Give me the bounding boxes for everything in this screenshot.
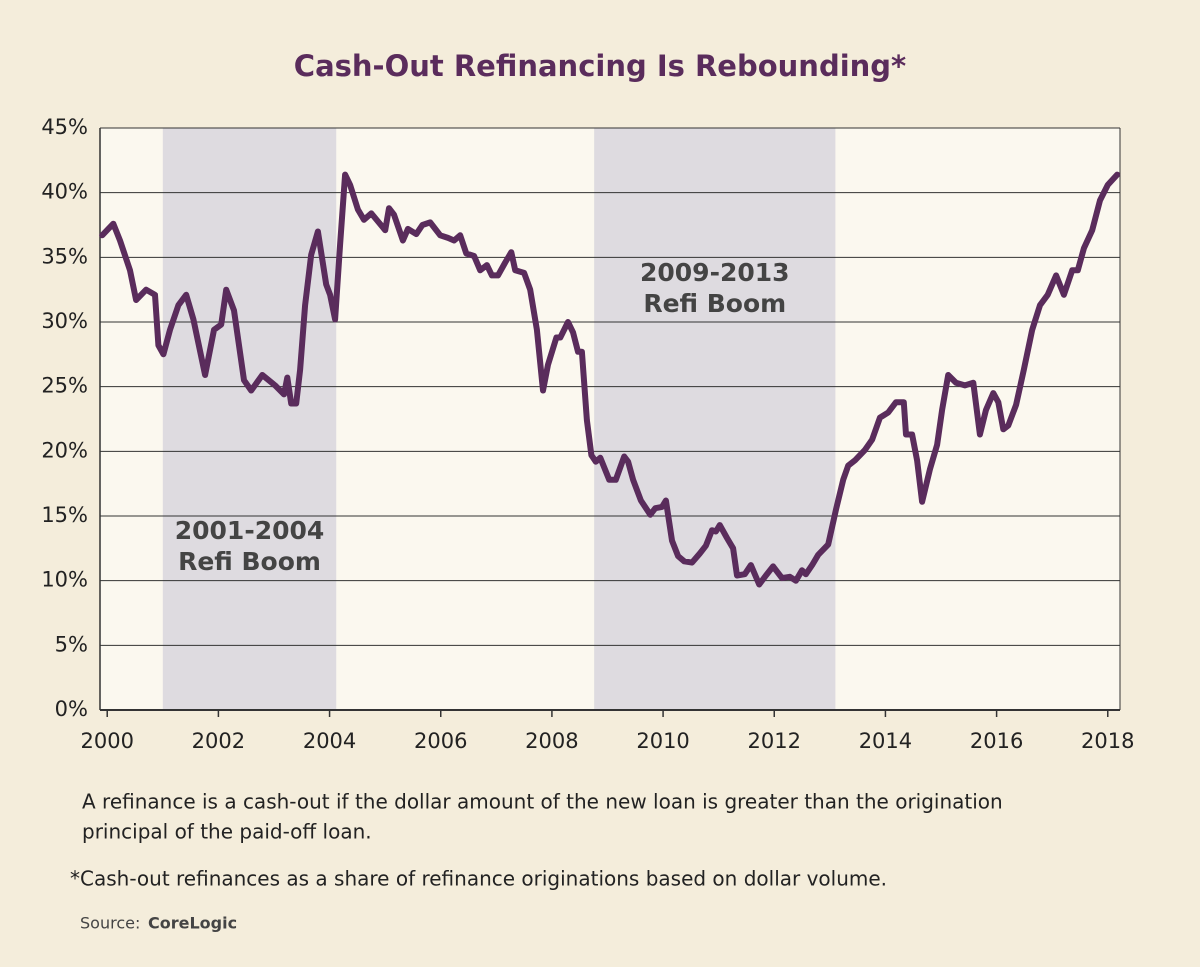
region-label: Refi Boom (643, 289, 786, 318)
x-tick-label: 2018 (1081, 729, 1134, 753)
source-label: Source: (80, 914, 140, 933)
x-tick-label: 2012 (748, 729, 801, 753)
note-line: principal of the paid-off loan. (82, 820, 372, 844)
source-name: CoreLogic (148, 914, 237, 933)
region-label: 2009-2013 (640, 258, 790, 287)
y-tick-label: 45% (41, 115, 88, 139)
note-line: A refinance is a cash-out if the dollar … (82, 790, 1003, 814)
y-tick-label: 20% (41, 438, 88, 462)
x-tick-label: 2002 (192, 729, 245, 753)
y-tick-label: 40% (41, 180, 88, 204)
data-line (99, 171, 1121, 588)
y-tick-label: 5% (55, 632, 88, 656)
y-tick-label: 25% (41, 374, 88, 398)
x-tick-label: 2006 (414, 729, 467, 753)
x-tick-label: 2010 (636, 729, 689, 753)
shaded-region (162, 128, 337, 710)
x-tick-label: 2004 (303, 729, 356, 753)
x-tick-label: 2008 (525, 729, 578, 753)
y-tick-label: 30% (41, 309, 88, 333)
shaded-region (594, 128, 836, 710)
y-tick-label: 15% (41, 503, 88, 527)
x-tick-label: 2000 (80, 729, 133, 753)
chart-title: Cash-Out Refinancing Is Rebounding* (294, 49, 906, 83)
y-tick-label: 35% (41, 244, 88, 268)
footnote: *Cash-out refinances as a share of refin… (70, 867, 887, 891)
y-tick-label: 0% (55, 697, 88, 721)
region-label: Refi Boom (178, 547, 321, 576)
region-label: 2001-2004 (175, 516, 325, 545)
y-tick-label: 10% (41, 568, 88, 592)
x-tick-label: 2014 (859, 729, 912, 753)
x-tick-label: 2016 (970, 729, 1023, 753)
